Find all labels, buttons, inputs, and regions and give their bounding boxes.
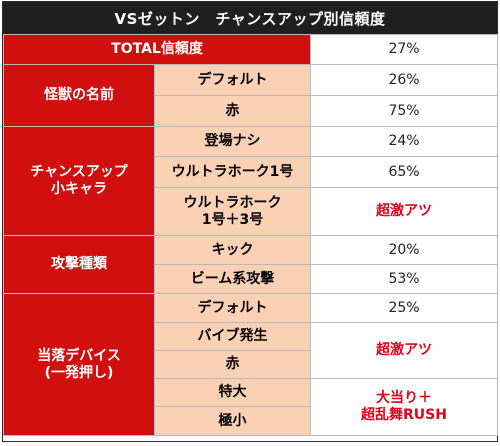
category-chance-up-chara: チャンスアップ 小キャラ [3, 126, 155, 236]
subitem-value: 75% [310, 95, 499, 127]
table-row: 怪獣の名前 デフォルト 26% [3, 64, 499, 127]
subitem-label: キック [153, 235, 312, 265]
category-label-line: (一発押し) [44, 364, 114, 381]
subitem-label-line: 1号＋3号 [201, 211, 264, 228]
subitem-label: 特大 [153, 378, 312, 407]
subitem-value: 20% [310, 235, 499, 265]
total-label: TOTAL信頼度 [2, 34, 312, 65]
merged-value-hot: 超激アツ [310, 322, 499, 379]
table-row: チャンスアップ 小キャラ 登場ナシ 24% [3, 126, 499, 236]
subitem-label: ウルトラホーク1号 [153, 156, 312, 188]
subitem-value-hot: 超激アツ [310, 187, 499, 236]
category-label-line: 当落デバイス [37, 347, 121, 364]
subitem-label-line: ウルトラホーク [183, 194, 282, 211]
subitem-value: 24% [310, 126, 499, 157]
category-attack-type: 攻撃種類 [3, 235, 155, 294]
merged-value-jackpot: 大当り＋ 超乱舞RUSH [310, 378, 499, 436]
subitem-value: 26% [310, 64, 499, 96]
subitem-value: 25% [310, 293, 499, 323]
category-device: 当落デバイス (一発押し) [3, 293, 155, 436]
total-value: 27% [310, 34, 499, 65]
subitem-label: バイブ発生 [153, 322, 312, 351]
subitem-label: ウルトラホーク 1号＋3号 [153, 187, 312, 236]
jackpot-line: 超乱舞RUSH [361, 407, 447, 423]
category-kaiju-name: 怪獣の名前 [3, 64, 155, 127]
reliability-table: TOTAL信頼度 27% 怪獣の名前 デフォルト 26% 赤 75% チャンスア… [2, 34, 499, 436]
subitem-label: デフォルト [153, 64, 312, 96]
table-row: 当落デバイス (一発押し) デフォルト 25% [3, 293, 499, 436]
table-row: 攻撃種類 キック 20% [3, 235, 499, 294]
table-row: ウルトラホーク1号 65% [4, 156, 499, 188]
table-row: 極小 [4, 406, 498, 436]
subitem-label: 赤 [153, 350, 312, 379]
table-row: 特大 大当り＋ 超乱舞RUSH [4, 378, 499, 436]
table-row: 赤 75% [4, 95, 499, 127]
table-row: 赤 [4, 350, 498, 379]
subitem-value: 53% [310, 264, 499, 294]
table-row: バイブ発生 超激アツ [4, 322, 499, 379]
subitem-label: 極小 [153, 406, 312, 436]
table-title: VSゼットン チャンスアップ別信頼度 [3, 2, 497, 34]
total-row: TOTAL信頼度 27% [2, 34, 499, 65]
subitem-label: 登場ナシ [153, 126, 312, 157]
table-row: ビーム系攻撃 53% [4, 264, 499, 294]
subitem-value: 65% [310, 156, 499, 188]
subitem-label: 赤 [153, 95, 312, 127]
jackpot-line: 大当り＋ [376, 390, 433, 406]
subitem-label: デフォルト [153, 293, 312, 323]
category-label-line: チャンスアップ [30, 164, 128, 180]
category-label-line: 小キャラ [51, 181, 107, 197]
subitem-label: ビーム系攻撃 [153, 264, 312, 294]
